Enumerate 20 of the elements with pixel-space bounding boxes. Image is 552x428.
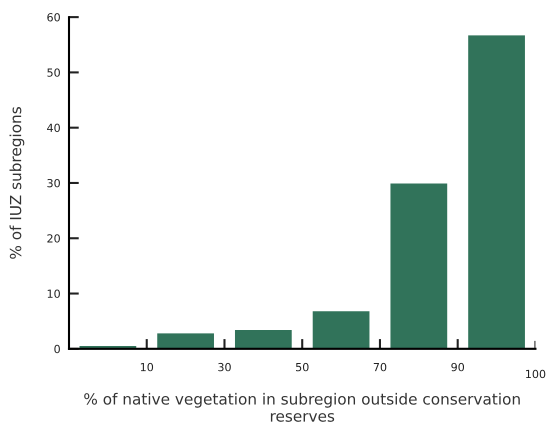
y-tick-label: 50 (47, 68, 60, 77)
x-tick-label: 10 (140, 362, 154, 372)
y-tick-label: 20 (47, 234, 60, 243)
x-axis-title: % of native vegetation in subregion outside conservation reserves (84, 392, 520, 422)
x-tick-label: 70 (374, 362, 386, 372)
y-tick-label: 0 (54, 344, 60, 354)
y-tick-label: 40 (47, 124, 60, 132)
y-tick-label: 30 (47, 178, 60, 188)
bar (390, 184, 448, 349)
bar (234, 330, 292, 349)
bar (468, 35, 525, 349)
bar (312, 311, 370, 349)
y-axis-title: % of IUZ subregions (10, 107, 24, 259)
text: 100 (526, 370, 546, 378)
y-tick-label: 10 (48, 290, 60, 298)
x-tick-label: 50 (296, 362, 309, 372)
x-tick-label: 30 (218, 362, 231, 372)
bar (157, 333, 214, 349)
x-tick-label: 90 (451, 362, 464, 372)
y-tick-label: 60 (47, 13, 60, 22)
